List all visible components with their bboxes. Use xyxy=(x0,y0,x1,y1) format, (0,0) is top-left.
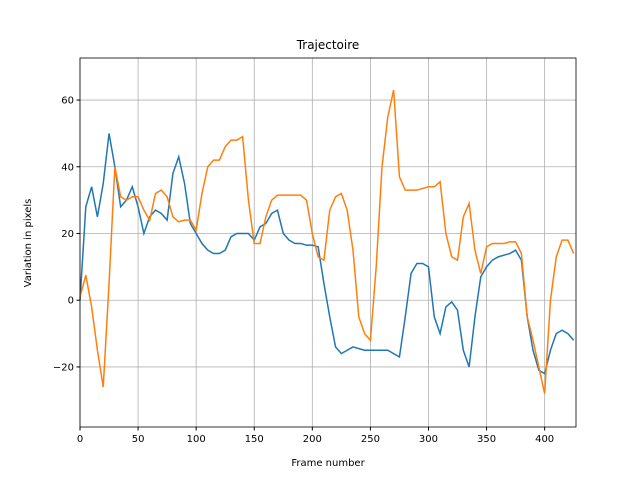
x-tick-label: 100 xyxy=(187,434,206,445)
x-tick-label: 300 xyxy=(419,434,438,445)
y-axis-label: Variation in pixels xyxy=(23,199,34,288)
y-tick-label: 60 xyxy=(61,96,74,107)
chart-title: Trajectoire xyxy=(296,38,360,52)
x-tick-label: 400 xyxy=(535,434,554,445)
y-tick-label: 40 xyxy=(61,162,74,173)
x-axis-label: Frame number xyxy=(291,458,365,469)
y-tick-label: 0 xyxy=(68,296,74,307)
x-tick-label: 150 xyxy=(245,434,264,445)
plot-frame xyxy=(79,57,577,428)
data-line xyxy=(79,89,575,394)
x-tick-label: 350 xyxy=(477,434,496,445)
x-tick-label: 250 xyxy=(361,434,380,445)
y-tick-label: −20 xyxy=(53,362,74,373)
y-tick-label: 20 xyxy=(61,229,74,240)
x-tick-label: 0 xyxy=(77,434,83,445)
data-line xyxy=(79,133,575,375)
x-tick-label: 200 xyxy=(303,434,322,445)
x-tick-label: 50 xyxy=(132,434,145,445)
